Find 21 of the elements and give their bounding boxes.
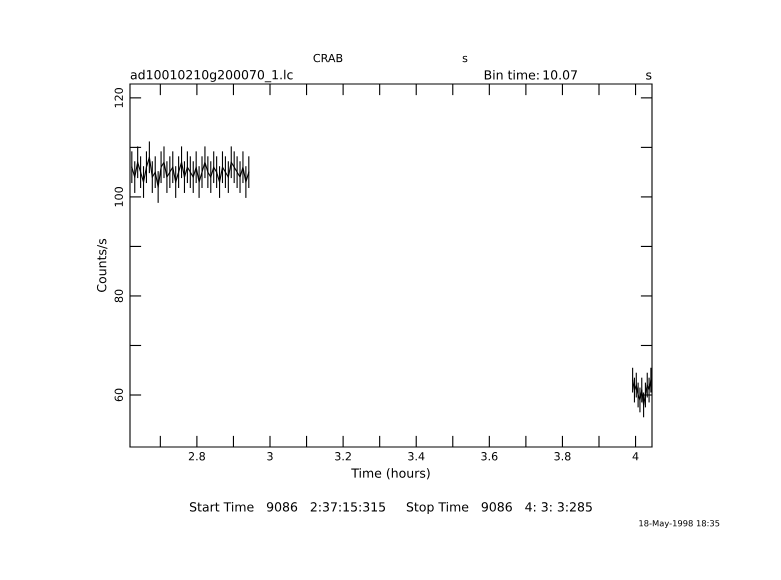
x-axis-title: Time (hours)	[351, 468, 430, 480]
y-tick-label: 100	[114, 187, 123, 206]
text: 10.07	[544, 70, 577, 80]
y-tick-label: 120	[114, 88, 123, 108]
text: s	[646, 72, 652, 80]
text: 18-May-1998 18:35	[639, 520, 720, 528]
x-tick-label: 3.6	[481, 452, 498, 460]
x-tick-label: 3.8	[554, 452, 571, 460]
x-tick-label: 3.4	[408, 452, 424, 460]
x-tick-label: 4	[632, 452, 638, 460]
chart-subtitle: ad10010210g200070_1.lc	[130, 70, 293, 82]
text: Start Time 9086 2:37:15:315 Stop Time 9086 4: 3: 3:285	[190, 502, 592, 514]
y-tick-label: 80	[114, 290, 123, 302]
chart-title: CRAB	[313, 54, 342, 62]
x-tick-label: 2.8	[188, 452, 205, 460]
text: Bin time:	[484, 70, 539, 80]
x-tick-label: 3	[267, 452, 273, 460]
y-axis-title: Counts/s	[96, 238, 108, 292]
x-tick-label: 3.2	[335, 452, 351, 460]
y-tick-label: 60	[114, 388, 123, 402]
text: s	[462, 56, 468, 62]
